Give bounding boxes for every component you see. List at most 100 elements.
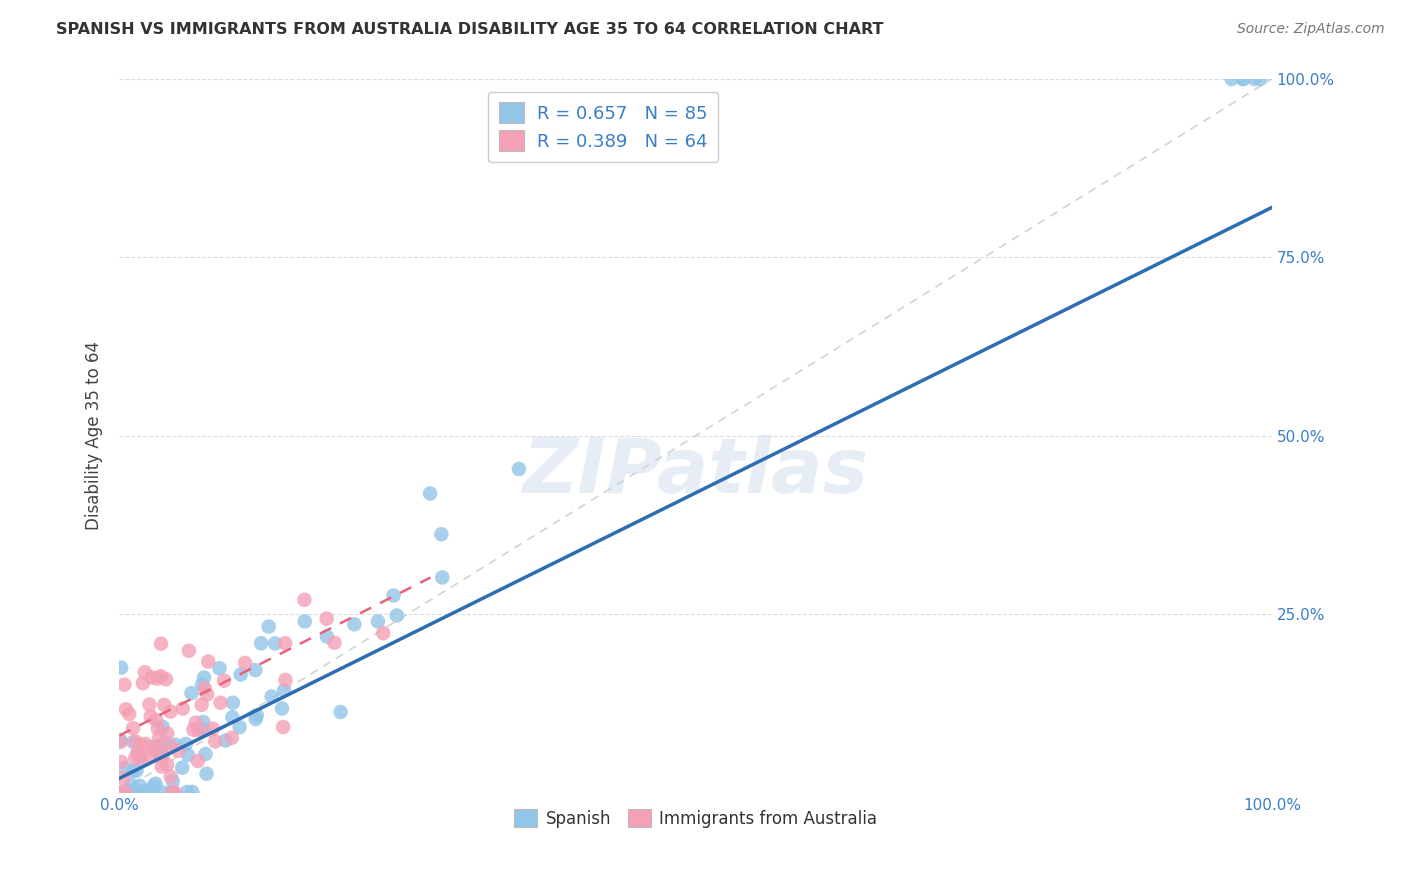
Point [112, 771, 135, 785]
Point [110, 755, 132, 769]
Point [194, 681, 217, 695]
Point [127, 747, 149, 761]
Point [165, 738, 187, 752]
Point [149, 669, 172, 683]
Point [274, 673, 297, 687]
Point [152, 720, 174, 734]
Point [112, 785, 135, 799]
Point [134, 665, 156, 680]
Point [294, 615, 316, 629]
Point [132, 676, 155, 690]
Point [145, 713, 167, 727]
Point [145, 739, 167, 754]
Point [125, 764, 148, 778]
Point [114, 678, 136, 692]
Point [150, 785, 173, 799]
Point [1220, 72, 1243, 87]
Point [419, 486, 441, 500]
Point [197, 655, 219, 669]
Point [146, 672, 169, 686]
Point [195, 687, 218, 701]
Point [214, 733, 236, 747]
Point [159, 705, 181, 719]
Point [221, 731, 243, 745]
Point [183, 723, 205, 737]
Point [149, 749, 172, 764]
Point [187, 754, 209, 768]
Text: ZIPatlas: ZIPatlas [523, 434, 869, 508]
Point [222, 696, 245, 710]
Point [274, 636, 297, 650]
Point [174, 737, 197, 751]
Point [115, 702, 138, 716]
Point [233, 656, 256, 670]
Point [172, 701, 194, 715]
Point [129, 785, 152, 799]
Point [316, 630, 339, 644]
Point [120, 785, 142, 799]
Point [162, 774, 184, 789]
Point [146, 722, 169, 736]
Legend: Spanish, Immigrants from Australia: Spanish, Immigrants from Australia [508, 803, 884, 834]
Point [134, 737, 156, 751]
Point [120, 778, 142, 792]
Point [115, 785, 138, 799]
Point [194, 747, 217, 761]
Point [208, 661, 231, 675]
Point [1243, 72, 1265, 87]
Point [122, 721, 145, 735]
Point [159, 770, 181, 784]
Point [141, 749, 163, 764]
Point [385, 608, 408, 623]
Point [138, 785, 160, 799]
Point [138, 785, 160, 799]
Point [191, 677, 214, 691]
Point [128, 779, 150, 793]
Point [273, 683, 295, 698]
Point [271, 701, 294, 715]
Point [110, 735, 132, 749]
Point [139, 709, 162, 723]
Point [209, 696, 232, 710]
Point [246, 708, 269, 723]
Point [124, 751, 146, 765]
Point [131, 738, 153, 752]
Point [112, 785, 135, 799]
Point [343, 617, 366, 632]
Point [111, 785, 134, 799]
Point [177, 747, 200, 762]
Point [160, 785, 183, 799]
Point [1232, 72, 1254, 87]
Y-axis label: Disability Age 35 to 64: Disability Age 35 to 64 [86, 342, 103, 531]
Point [172, 761, 194, 775]
Point [139, 785, 162, 799]
Point [150, 759, 173, 773]
Point [141, 742, 163, 756]
Point [114, 785, 136, 799]
Point [180, 686, 202, 700]
Point [112, 785, 135, 799]
Point [115, 785, 138, 799]
Point [127, 785, 149, 799]
Point [155, 672, 177, 686]
Point [176, 785, 198, 799]
Point [125, 734, 148, 748]
Point [373, 626, 395, 640]
Point [118, 706, 141, 721]
Point [257, 619, 280, 633]
Point [114, 785, 136, 799]
Point [163, 785, 186, 799]
Point [221, 710, 243, 724]
Point [124, 785, 146, 799]
Point [245, 663, 267, 677]
Point [149, 739, 172, 754]
Point [167, 744, 190, 758]
Point [128, 785, 150, 799]
Point [142, 785, 165, 799]
Point [229, 667, 252, 681]
Point [152, 748, 174, 763]
Point [382, 589, 405, 603]
Point [250, 636, 273, 650]
Point [153, 736, 176, 750]
Point [117, 785, 139, 799]
